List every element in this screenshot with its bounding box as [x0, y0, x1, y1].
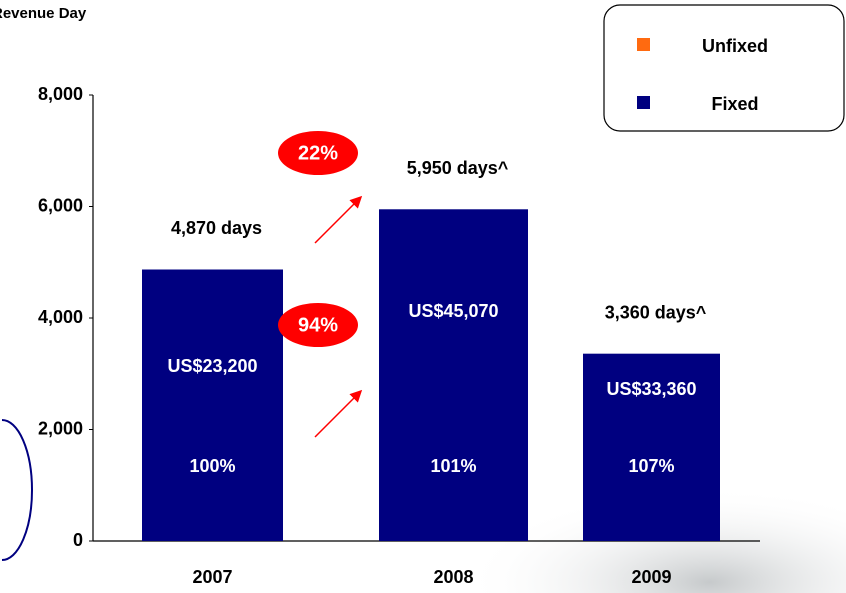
value-label: 3,360 days^	[605, 302, 707, 322]
growth-badge	[278, 131, 358, 175]
value-label: 4,870 days	[171, 218, 262, 238]
x-tick-label: 2009	[631, 567, 671, 587]
value-label: 5,950 days^	[407, 158, 509, 178]
legend-label: Unfixed	[702, 36, 768, 56]
legend-swatch	[637, 96, 650, 109]
bar	[379, 209, 528, 541]
revenue-label: US$33,360	[606, 379, 696, 399]
legend-swatch	[637, 38, 650, 51]
growth-badge	[278, 303, 358, 347]
bar	[142, 269, 283, 541]
bar	[583, 353, 720, 541]
y-tick-label: 4,000	[38, 307, 83, 327]
x-tick-label: 2008	[433, 567, 473, 587]
y-tick-label: 0	[73, 530, 83, 550]
y-tick-label: 8,000	[38, 84, 83, 104]
legend-box	[603, 4, 845, 132]
share-label: 100%	[189, 456, 235, 476]
chart-title: Revenue Day	[0, 5, 87, 22]
x-tick-label: 2007	[192, 567, 232, 587]
legend-label: Fixed	[711, 94, 758, 114]
growth-label: 22%	[298, 142, 338, 164]
y-tick-label: 6,000	[38, 195, 83, 215]
growth-arrow	[314, 389, 363, 438]
revenue-label: US$45,070	[408, 301, 498, 321]
revenue-label: US$23,200	[167, 356, 257, 376]
share-label: 107%	[628, 456, 674, 476]
share-label: 101%	[430, 456, 476, 476]
growth-label: 94%	[298, 314, 338, 336]
growth-arrow	[314, 195, 363, 244]
decor-arc	[1, 419, 33, 561]
y-tick-label: 2,000	[38, 418, 83, 438]
